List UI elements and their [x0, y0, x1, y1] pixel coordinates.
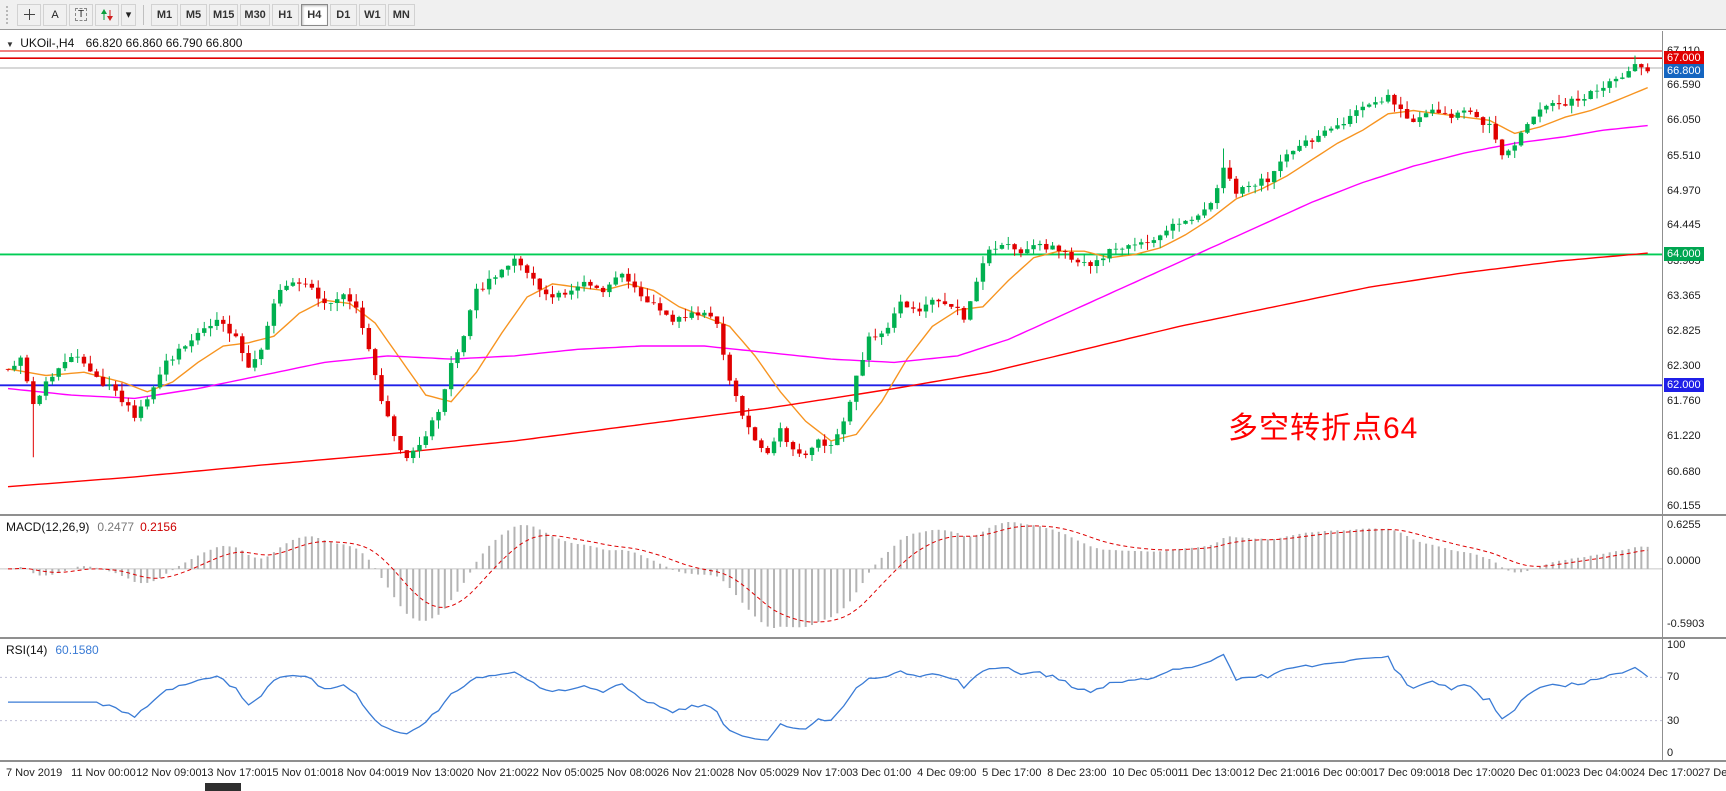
- price-axis-label: 65.510: [1667, 149, 1701, 162]
- main-chart-panel: ▼ UKOil-,H4 66.820 66.860 66.790 66.800 …: [0, 31, 1726, 514]
- time-axis-label: 19 Nov 13:00: [396, 767, 462, 779]
- price-level-badge: 66.800: [1664, 64, 1704, 79]
- chart-annotation-text: 多空转折点64: [1228, 412, 1419, 445]
- macd-axis-label-min: -0.5903: [1667, 618, 1705, 630]
- rsi-axis[interactable]: 100 70 30 0: [1662, 639, 1726, 760]
- time-axis-label: 24 Dec 17:00: [1632, 767, 1699, 779]
- rsi-axis-label: 100: [1667, 639, 1686, 651]
- rsi-value: 60.1580: [55, 643, 99, 657]
- rsi-axis-label: 70: [1667, 671, 1680, 684]
- macd-axis-label-zero: 0.0000: [1667, 554, 1701, 567]
- price-axis-label: 66.050: [1667, 114, 1701, 127]
- macd-signal-value: 0.2156: [140, 520, 177, 534]
- price-level-badge: 67.000: [1664, 51, 1704, 66]
- timeframe-h4-button[interactable]: H4: [300, 3, 328, 26]
- toolbar-separator: [143, 4, 144, 25]
- time-axis-label: 16 Dec 00:00: [1307, 767, 1373, 779]
- text-box-tool-button[interactable]: T: [69, 3, 93, 26]
- tools-dropdown-button[interactable]: ▾: [121, 3, 136, 26]
- toolbar-grip[interactable]: [6, 5, 11, 24]
- rsi-chart-canvas[interactable]: [0, 639, 1662, 760]
- timeframe-mn-button[interactable]: MN: [387, 3, 415, 26]
- time-axis-label: 25 Nov 08:00: [591, 767, 658, 779]
- price-axis-label: 61.220: [1667, 430, 1701, 443]
- macd-main-value: 0.2477: [97, 520, 135, 534]
- time-axis-label: 20 Nov 21:00: [461, 767, 527, 779]
- time-axis-label: 10 Dec 05:00: [1112, 767, 1178, 779]
- time-axis-label: 28 Nov 05:00: [721, 767, 788, 779]
- time-axis-label: 26 Nov 21:00: [656, 767, 723, 779]
- panel-splitter[interactable]: [0, 637, 1726, 639]
- time-axis-label: 5 Dec 17:00: [982, 767, 1042, 779]
- time-axis[interactable]: 7 Nov 2019 11 Nov 00:00 12 Nov 09:00 13 Nov…: [0, 762, 1726, 791]
- time-axis-label: 11 Dec 13:00: [1177, 767, 1242, 779]
- time-axis-label: 22 Nov 05:00: [526, 767, 593, 779]
- macd-axis-label-max: 0.6255: [1667, 519, 1701, 531]
- chart-dropdown-icon[interactable]: ▼: [6, 40, 14, 49]
- crosshair-icon: [23, 8, 36, 21]
- price-axis[interactable]: 67.11066.59066.05065.51064.97064.44563.9…: [1662, 31, 1726, 514]
- rsi-header: RSI(14) 60.1580: [6, 643, 99, 657]
- price-axis-label: 62.825: [1667, 325, 1701, 338]
- chevron-down-icon: ▾: [125, 9, 132, 21]
- macd-header: MACD(12,26,9) 0.2477 0.2156: [6, 520, 177, 534]
- rsi-axis-label: 0: [1667, 747, 1674, 759]
- price-level-badge: 64.000: [1664, 247, 1704, 262]
- timeframe-w1-button[interactable]: W1: [358, 3, 386, 26]
- time-axis-label: 12 Dec 21:00: [1242, 767, 1308, 779]
- time-axis-label: 8 Dec 23:00: [1047, 767, 1107, 779]
- macd-axis[interactable]: 0.6255 0.0000 -0.5903: [1662, 516, 1726, 637]
- price-axis-label: 62.300: [1667, 359, 1701, 372]
- timeframe-m30-button[interactable]: M30: [240, 3, 270, 26]
- chart-symbol-title: UKOil-,H4: [20, 36, 75, 50]
- chart-ohlc-values: 66.820 66.860 66.790 66.800: [85, 36, 243, 50]
- price-axis-label: 60.680: [1667, 465, 1701, 478]
- price-axis-label: 64.970: [1667, 185, 1701, 197]
- arrows-icon: [100, 8, 114, 22]
- text-t-icon: T: [74, 8, 88, 21]
- macd-panel: MACD(12,26,9) 0.2477 0.2156 0.6255 0.0000 …: [0, 516, 1726, 637]
- price-level-badge: 62.000: [1664, 378, 1704, 393]
- crosshair-tool-button[interactable]: [17, 3, 41, 26]
- time-axis-label: 11 Nov 00:00: [71, 767, 136, 779]
- time-axis-label: 13 Nov 17:00: [201, 767, 267, 779]
- time-axis-label: 15 Nov 01:00: [266, 767, 332, 779]
- price-axis-label: 61.760: [1667, 395, 1701, 407]
- candlestick-chart-canvas[interactable]: [0, 31, 1662, 514]
- time-axis-label: 29 Nov 17:00: [786, 767, 853, 779]
- time-axis-label: 18 Dec 17:00: [1437, 767, 1504, 779]
- time-axis-label: 3 Dec 01:00: [852, 767, 912, 779]
- time-axis-label: 12 Nov 09:00: [136, 767, 202, 779]
- macd-chart-canvas[interactable]: [0, 516, 1662, 637]
- time-axis-label: 18 Nov 04:00: [331, 767, 397, 779]
- time-axis-label: 27 Dec 05:00: [1698, 767, 1726, 779]
- time-axis-label: 17 Dec 09:00: [1372, 767, 1439, 779]
- timeframe-h1-button[interactable]: H1: [271, 3, 299, 26]
- macd-title: MACD(12,26,9): [6, 520, 90, 534]
- price-axis-label: 60.155: [1667, 500, 1701, 512]
- time-axis-label: 4 Dec 09:00: [917, 767, 977, 779]
- panel-splitter[interactable]: [0, 514, 1726, 516]
- time-axis-label: 20 Dec 01:00: [1502, 767, 1569, 779]
- price-axis-label: 63.365: [1667, 290, 1701, 302]
- price-axis-label: 66.590: [1667, 79, 1701, 92]
- panel-splitter[interactable]: [0, 760, 1726, 762]
- price-axis-label: 64.445: [1667, 219, 1701, 232]
- rsi-panel: RSI(14) 60.1580 100 70 30 0: [0, 639, 1726, 760]
- rsi-title: RSI(14): [6, 643, 48, 657]
- arrows-tool-button[interactable]: [95, 3, 119, 26]
- timeframe-m15-button[interactable]: M15: [209, 3, 239, 26]
- timeframe-m1-button[interactable]: M1: [151, 3, 178, 26]
- time-axis-label: 23 Dec 04:00: [1567, 767, 1634, 779]
- toolbar: A T ▾ M1 M5 M15 M30 H1 H4 D1 W1 MN: [0, 0, 1726, 30]
- time-axis-label: 7 Nov 2019: [6, 767, 63, 779]
- rsi-axis-label: 30: [1667, 714, 1680, 727]
- text-label-tool-button[interactable]: A: [43, 3, 67, 26]
- chart-header: ▼ UKOil-,H4 66.820 66.860 66.790 66.800: [6, 36, 242, 50]
- taskbar-fragment: [205, 783, 241, 791]
- timeframe-m5-button[interactable]: M5: [180, 3, 207, 26]
- timeframe-d1-button[interactable]: D1: [329, 3, 357, 26]
